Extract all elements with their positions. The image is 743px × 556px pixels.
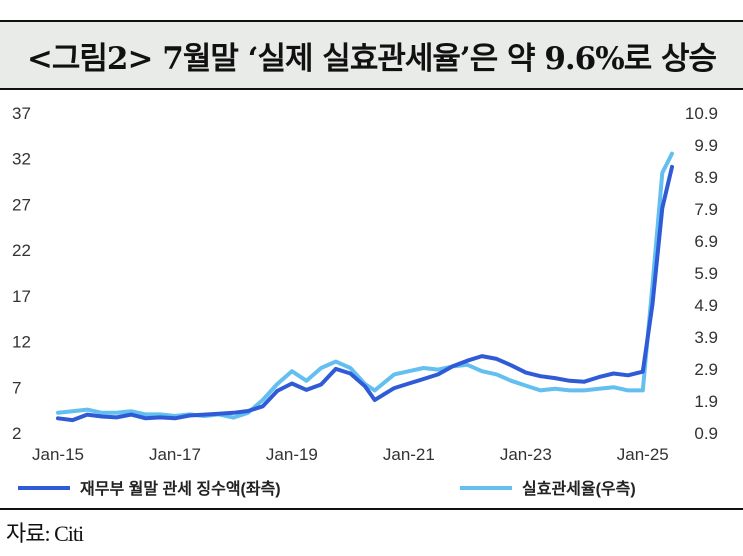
y-right-tick-label: 6.9 — [694, 232, 718, 251]
y-left-tick-label: 27 — [12, 195, 31, 214]
y-left-tick-label: 2 — [12, 424, 21, 443]
x-tick-label: Jan-19 — [266, 445, 318, 464]
x-tick-label: Jan-23 — [500, 445, 552, 464]
line-chart: 271217222732370.91.92.93.94.95.96.97.98.… — [12, 104, 718, 498]
y-right-tick-label: 4.9 — [694, 296, 718, 315]
x-tick-label: Jan-25 — [617, 445, 669, 464]
legend-label: 실효관세율(우측) — [522, 480, 636, 498]
chart-area: 2 7 12 17 22 27 32 37 0.9 1.9 2.9 3.9 4.9 5.9 6.9 7.9 8.… — [0, 92, 743, 507]
y-right-tick-label: 3.9 — [694, 328, 718, 347]
legend-label: 재무부 월말 관세 징수액(좌측) — [80, 479, 281, 498]
x-tick-label: Jan-15 — [32, 445, 84, 464]
series-line-right — [56, 151, 674, 420]
x-tick-label: Jan-21 — [383, 445, 435, 464]
source-note: 자료: Citi — [6, 521, 84, 546]
footer-divider — [0, 508, 743, 510]
x-tick-label: Jan-17 — [149, 445, 201, 464]
y-right-tick-label: 1.9 — [694, 392, 718, 411]
y-left-tick-label: 17 — [12, 287, 31, 306]
y-left-tick-label: 32 — [12, 150, 31, 169]
y-left-tick-label: 7 — [12, 378, 21, 397]
y-left-tick-label: 22 — [12, 241, 31, 260]
y-right-tick-label: 7.9 — [694, 200, 718, 219]
y-right-tick-label: 9.9 — [694, 136, 718, 155]
y-right-tick-label: 8.9 — [694, 168, 718, 187]
y-right-tick-label: 10.9 — [685, 104, 718, 123]
y-left-tick-label: 12 — [12, 333, 31, 352]
chart-title: <그림2> 7월말 ‘실제 실효관세율’은 약 9.6%로 상승 — [26, 40, 717, 77]
title-bar: <그림2> 7월말 ‘실제 실효관세율’은 약 9.6%로 상승 — [0, 20, 743, 90]
y-right-tick-label: 2.9 — [694, 360, 718, 379]
y-right-tick-label: 0.9 — [694, 424, 718, 443]
series-line-left — [56, 164, 674, 423]
y-left-tick-label: 37 — [12, 104, 31, 123]
y-right-tick-label: 5.9 — [694, 264, 718, 283]
